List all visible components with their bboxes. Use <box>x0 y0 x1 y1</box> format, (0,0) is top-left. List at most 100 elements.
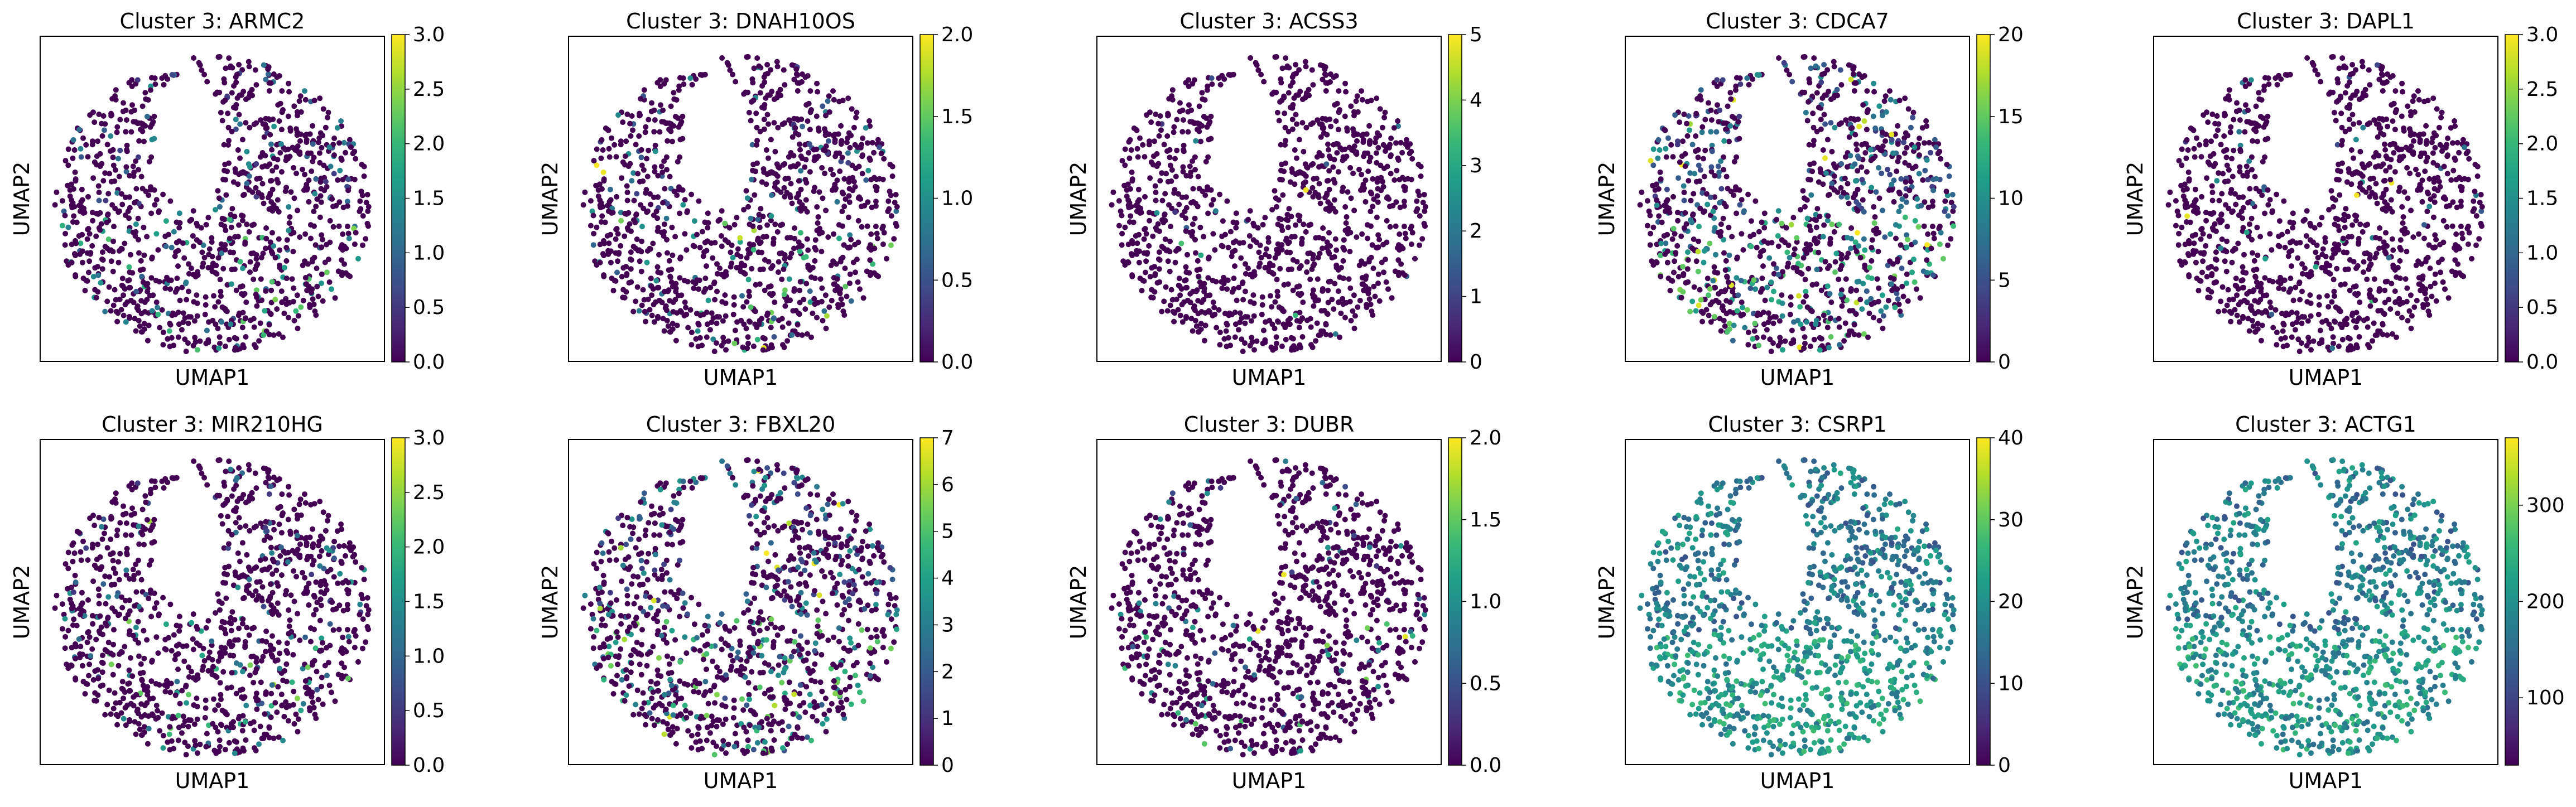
x-axis-label: UMAP1 <box>1232 365 1307 390</box>
cell-point <box>95 138 101 144</box>
cell-point <box>881 230 887 236</box>
cell-point <box>122 286 128 292</box>
cell-point <box>1135 186 1142 192</box>
cell-point <box>62 212 68 219</box>
cell-point <box>160 330 166 335</box>
cell-point <box>1176 276 1182 282</box>
cell-point <box>1770 320 1776 326</box>
cell-point <box>1799 89 1805 95</box>
cell-point <box>2203 218 2209 224</box>
colorbar-tick-label: 2 <box>1470 220 1482 243</box>
cell-point <box>1146 142 1152 148</box>
cell-point <box>136 167 141 173</box>
cell-point <box>339 242 345 248</box>
cell-point <box>1172 156 1178 162</box>
cell-point <box>95 272 102 278</box>
cell-point <box>631 197 637 204</box>
cell-point <box>1876 285 1882 291</box>
cell-point <box>298 304 304 310</box>
cell-point <box>1738 278 1744 283</box>
cell-point <box>731 221 738 228</box>
cell-point <box>750 80 756 86</box>
cell-point <box>1226 72 1232 78</box>
cell-point <box>295 113 300 119</box>
cell-point <box>1893 222 1899 228</box>
cell-point <box>1730 337 1736 344</box>
cell-point <box>1224 286 1230 292</box>
cell-point <box>1278 223 1284 229</box>
cell-point <box>1339 147 1345 153</box>
cell-point <box>216 334 223 340</box>
cell-point <box>701 289 707 295</box>
cell-point <box>123 107 129 113</box>
cell-point <box>658 163 665 170</box>
cell-point <box>294 129 300 136</box>
cell-point <box>771 239 777 245</box>
cell-point <box>2356 120 2362 126</box>
cell-point <box>235 181 241 187</box>
cell-point <box>142 123 148 129</box>
cell-point <box>2246 221 2252 228</box>
cell-point <box>1655 155 1661 161</box>
cell-point <box>748 304 754 310</box>
cell-point <box>605 127 611 133</box>
cell-point <box>1240 349 1246 355</box>
cell-point <box>215 326 221 331</box>
cell-point <box>834 199 840 205</box>
cell-point <box>2290 297 2296 303</box>
cell-point <box>1658 176 1664 182</box>
cell-point <box>1320 225 1326 231</box>
cell-point <box>1310 82 1316 88</box>
cell-point <box>832 287 839 293</box>
cell-point <box>287 214 293 220</box>
cell-point <box>667 173 673 180</box>
umap-panel: Cluster 3: ARMC2UMAP1UMAP20.00.51.01.52.… <box>9 9 445 390</box>
cell-point <box>2397 185 2403 191</box>
cell-point <box>1258 71 1264 78</box>
cell-point <box>77 208 83 214</box>
cell-point <box>239 218 245 224</box>
cell-point <box>1222 277 1229 283</box>
cell-point <box>1789 327 1795 334</box>
cell-point <box>728 249 734 255</box>
cell-point <box>1869 185 1875 191</box>
cell-point <box>891 236 897 242</box>
cell-point <box>775 124 781 131</box>
cell-point <box>219 118 225 124</box>
cell-point <box>237 259 243 265</box>
cell-point <box>697 244 703 250</box>
cell-point <box>253 287 259 293</box>
cell-point <box>225 110 231 117</box>
cell-point <box>197 338 203 344</box>
cell-point <box>836 235 842 241</box>
cell-point <box>1163 171 1169 177</box>
cell-point <box>1946 173 1952 179</box>
umap-panel: Cluster 3: DAPL1UMAP1UMAP20.00.51.01.52.… <box>2123 9 2558 390</box>
cell-point <box>1731 322 1737 328</box>
cell-point <box>664 120 670 126</box>
cell-point <box>1880 313 1886 319</box>
cell-point <box>1684 249 1691 255</box>
colorbar-tick-label: 3 <box>1470 154 1482 177</box>
cell-point <box>1210 278 1216 283</box>
cell-point <box>1332 102 1338 108</box>
cell-point <box>1201 337 1207 344</box>
cell-point <box>1900 293 1906 299</box>
cell-point <box>694 277 700 283</box>
cell-point <box>1233 225 1239 231</box>
cell-point <box>1417 213 1423 219</box>
cell-point <box>1887 88 1893 94</box>
cell-point <box>762 79 768 85</box>
cell-point <box>699 229 705 235</box>
cell-point <box>1871 315 1876 321</box>
cell-point <box>316 150 322 156</box>
cell-point <box>90 274 97 279</box>
cell-point <box>200 242 206 248</box>
cell-point <box>244 180 250 186</box>
cell-point <box>616 250 622 256</box>
cell-point <box>1323 161 1330 167</box>
cell-point <box>310 296 316 302</box>
cell-point <box>737 235 743 241</box>
cell-point <box>1824 325 1831 331</box>
cell-point <box>205 215 211 221</box>
